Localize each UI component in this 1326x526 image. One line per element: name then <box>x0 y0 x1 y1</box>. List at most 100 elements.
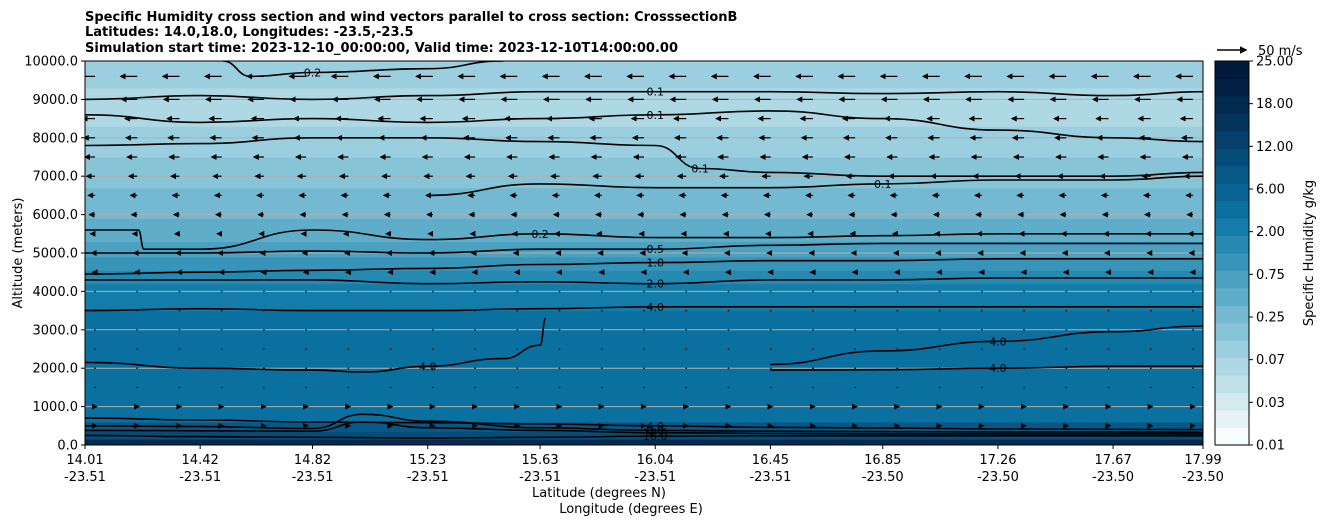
wind-vector <box>178 329 181 331</box>
wind-vector <box>685 309 688 312</box>
wind-vector <box>220 290 223 293</box>
wind-vector <box>220 309 223 312</box>
wind-vector <box>305 348 307 350</box>
wind-vector <box>600 309 603 312</box>
contour-label: 4.0 <box>646 301 664 314</box>
colorbar-segment <box>1215 78 1249 97</box>
colorbar-tick-label: 2.00 <box>1256 225 1285 240</box>
x-tick-label-longitude: -23.51 <box>634 470 676 485</box>
wind-vector <box>812 386 814 389</box>
wind-vector <box>1107 348 1110 350</box>
y-tick-label: 7000.0 <box>33 170 79 185</box>
x-tick-label-latitude: 17.26 <box>979 453 1016 468</box>
wind-vector <box>558 367 561 370</box>
wind-vector <box>1192 386 1194 389</box>
wind-vector <box>94 309 96 312</box>
wind-vector <box>896 309 899 312</box>
humidity-band <box>85 61 1203 89</box>
wind-vector <box>685 290 688 293</box>
wind-vector <box>1107 386 1110 389</box>
x-tick-label-latitude: 17.67 <box>1095 453 1132 468</box>
contour-line <box>85 136 1203 177</box>
wind-vector <box>389 386 392 389</box>
wind-vector <box>854 367 856 370</box>
colorbar-tick-label: 25.00 <box>1256 55 1293 70</box>
contour-line <box>85 277 1203 285</box>
wind-vector <box>347 386 350 389</box>
wind-vector <box>389 290 392 293</box>
colorbar-label: Specific Humidity g/kg <box>1302 180 1317 326</box>
x-tick-label-latitude: 16.45 <box>752 453 789 468</box>
wind-vector <box>516 329 519 331</box>
wind-vector <box>1149 329 1152 331</box>
wind-vector <box>1065 386 1068 389</box>
wind-vector <box>981 386 983 389</box>
contour-line <box>85 417 1203 431</box>
wind-vector <box>263 309 265 312</box>
wind-vector <box>305 290 307 293</box>
colorbar-segment <box>1215 375 1249 394</box>
colorbar-segment <box>1215 357 1249 376</box>
humidity-band <box>85 157 1203 189</box>
wind-vector <box>1192 309 1194 312</box>
x-tick-label-longitude: -23.50 <box>1182 470 1224 485</box>
wind-vector <box>136 309 139 312</box>
wind-vector <box>600 290 603 293</box>
wind-vector <box>1023 367 1025 370</box>
wind-vector <box>220 329 223 331</box>
wind-vector <box>347 290 350 293</box>
wind-vector <box>1023 348 1025 350</box>
wind-vector <box>1065 329 1068 331</box>
wind-vector <box>769 309 772 312</box>
x-tick-label-longitude: -23.50 <box>977 470 1019 485</box>
wind-vector <box>389 329 392 331</box>
contour-line <box>85 90 1203 101</box>
wind-vector <box>727 329 730 331</box>
contour-label: 4.0 <box>989 362 1007 375</box>
wind-vector <box>812 309 814 312</box>
wind-vector <box>1149 367 1152 370</box>
contour-line <box>770 325 1203 366</box>
x-tick-label-latitude: 14.82 <box>294 453 331 468</box>
y-tick-label: 9000.0 <box>33 93 79 108</box>
colorbar-tick-label: 0.07 <box>1256 353 1285 368</box>
wind-vector <box>432 348 434 350</box>
wind-vector <box>685 348 688 350</box>
wind-vector <box>769 290 772 293</box>
wind-vector <box>474 386 476 389</box>
wind-vector <box>769 329 772 331</box>
wind-vector <box>94 329 96 331</box>
wind-vector <box>136 386 139 389</box>
wind-vector <box>558 329 561 331</box>
wind-vector <box>812 367 814 370</box>
wind-vector <box>1192 290 1194 293</box>
colorbar-frame <box>1214 60 1250 446</box>
wind-vector <box>347 329 350 331</box>
y-tick-label: 1000.0 <box>33 400 79 415</box>
x-tick-label-longitude: -23.51 <box>519 470 561 485</box>
contour-label: 0.2 <box>531 228 549 241</box>
wind-vector <box>643 367 645 370</box>
wind-vector <box>474 290 476 293</box>
colorbar-tick-label: 0.25 <box>1256 311 1285 326</box>
humidity-band <box>85 364 1203 423</box>
wind-vector <box>981 329 983 331</box>
wind-vector <box>220 348 223 350</box>
contour-line <box>85 421 1203 435</box>
wind-vector <box>1149 309 1152 312</box>
humidity-band <box>85 310 1203 365</box>
wind-vector <box>896 290 899 293</box>
wind-vector <box>685 386 688 389</box>
wind-vector <box>1107 290 1110 293</box>
contour-label: 2.0 <box>646 278 664 291</box>
y-tick-label: 6000.0 <box>33 208 79 223</box>
x-tick-label-longitude: -23.51 <box>292 470 334 485</box>
x-tick-label-longitude: -23.51 <box>407 470 449 485</box>
wind-vector <box>474 348 476 350</box>
wind-vector <box>938 309 941 312</box>
wind-vector <box>178 309 181 312</box>
wind-vector <box>558 386 561 389</box>
colorbar-segment <box>1215 218 1249 237</box>
wind-vector <box>727 290 730 293</box>
